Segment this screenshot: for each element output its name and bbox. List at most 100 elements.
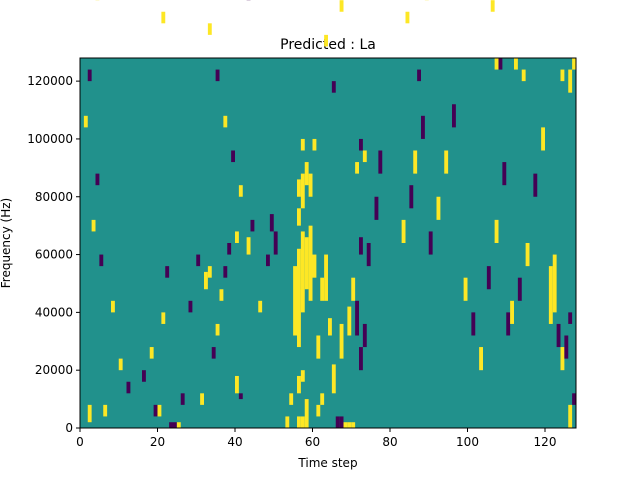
heatmap-cell-high: [204, 271, 208, 290]
heatmap-cell-low: [564, 335, 569, 359]
heatmap-cell-high: [297, 375, 301, 394]
heatmap-cell-low: [188, 300, 193, 313]
heatmap-cell-low: [87, 69, 92, 82]
heatmap-cell-low: [374, 196, 379, 220]
heatmap-cell-high: [568, 69, 573, 93]
heatmap-cell-high: [316, 404, 321, 417]
heatmap-cell-high: [285, 416, 290, 428]
x-tick-label: 40: [227, 435, 242, 449]
heatmap-cell-high: [304, 399, 309, 428]
heatmap-cell-high: [351, 422, 356, 428]
heatmap-cell-low: [231, 150, 235, 163]
heatmap-cell-low: [165, 266, 170, 278]
heatmap-cell-low: [471, 312, 476, 336]
y-tick-label: 40000: [35, 305, 73, 319]
heatmap-cell-high: [238, 185, 243, 197]
heatmap-cell-low: [269, 214, 274, 232]
heatmap-cell-high: [300, 416, 305, 428]
y-tick-label: 20000: [35, 363, 73, 377]
heatmap-cell-high: [304, 162, 309, 186]
heatmap-cell-high: [246, 237, 251, 255]
heatmap-cell-low: [273, 231, 278, 255]
heatmap-cell-high: [312, 138, 317, 151]
heatmap-cell-high: [490, 0, 495, 12]
heatmap-cell-high: [235, 375, 239, 394]
heatmap-cell-high: [521, 69, 526, 82]
heatmap-cell-high: [316, 335, 321, 359]
heatmap-cell-low: [417, 69, 421, 82]
heatmap-cell-low: [421, 115, 425, 139]
heatmap-cell-low: [359, 347, 363, 371]
heatmap-cell-high: [312, 254, 317, 278]
heatmap-cell-high: [494, 219, 499, 243]
x-tick-label: 80: [382, 435, 397, 449]
heatmap-cell-high: [300, 370, 305, 382]
heatmap-cell-high: [339, 323, 344, 359]
heatmap-cell-high: [494, 58, 499, 70]
heatmap-cell-high: [157, 404, 162, 417]
x-tick-label: 120: [534, 435, 557, 449]
heatmap-background: [80, 58, 576, 428]
heatmap-cell-low: [223, 266, 228, 278]
heatmap-cell-low: [572, 393, 576, 405]
heatmap-cell-low: [250, 219, 255, 232]
heatmap-cell-high: [320, 393, 325, 405]
heatmap-cell-low: [238, 393, 243, 400]
heatmap-cell-high: [514, 58, 518, 70]
heatmap-cell-high: [258, 300, 263, 313]
heatmap-cell-high: [87, 404, 92, 423]
x-tick-label: 60: [305, 435, 320, 449]
y-axis-label: Frequency (Hz): [0, 198, 13, 289]
heatmap-cell-high: [541, 127, 545, 151]
heatmap-cell-high: [328, 318, 332, 336]
heatmap-cell-low: [335, 416, 340, 428]
heatmap-cell-high: [362, 150, 367, 163]
heatmap-cell-high: [111, 300, 115, 313]
heatmap-cell-high: [548, 266, 553, 324]
heatmap-cell-low: [359, 237, 363, 255]
heatmap-cell-high: [331, 364, 336, 394]
plot-frame: [79, 57, 577, 429]
heatmap-cell-high: [401, 219, 406, 243]
heatmap-cell-high: [215, 323, 220, 336]
heatmap-cell-high: [304, 237, 309, 290]
heatmap-cell-low: [180, 393, 185, 405]
heatmap-cell-high: [300, 173, 305, 209]
heatmap-cell-high: [300, 231, 305, 313]
heatmap-cell-high: [436, 196, 441, 220]
y-tick-label: 60000: [35, 248, 73, 262]
heatmap-cell-high: [568, 404, 573, 428]
plot-area: [80, 0, 576, 428]
heatmap-cell-low: [196, 254, 201, 267]
y-tick-label: 80000: [35, 190, 73, 204]
heatmap-cell-low: [211, 347, 216, 359]
heatmap-cell-high: [219, 289, 224, 301]
heatmap-cell-high: [308, 225, 313, 301]
heatmap-cell-high: [525, 243, 530, 267]
heatmap-cell-high: [343, 422, 348, 428]
heatmap-cell-high: [207, 266, 212, 278]
heatmap-cell-low: [409, 185, 414, 209]
heatmap-cell-low: [95, 173, 100, 186]
heatmap-cell-low: [568, 312, 573, 324]
heatmap-cell-high: [324, 254, 328, 301]
heatmap-cell-low: [153, 404, 158, 417]
heatmap-cell-high: [479, 347, 483, 371]
heatmap-cell-low: [99, 254, 104, 267]
x-axis: 0 20 40 60 80 100 120: [76, 428, 556, 449]
x-tick-label: 0: [76, 435, 84, 449]
heatmap-cell-high: [103, 404, 108, 417]
heatmap-cell-high: [300, 138, 305, 151]
heatmap-cell-high: [297, 416, 301, 428]
heatmap-cell-high: [289, 393, 294, 405]
heatmap-cell-high: [176, 422, 181, 428]
heatmap-cell-low: [227, 243, 232, 255]
heatmap-cell-high: [207, 23, 212, 35]
y-axis: 0 20000 40000 60000 80000 100000 120000: [27, 74, 80, 435]
heatmap-cell-low: [517, 277, 522, 301]
heatmap-cell-low: [362, 323, 367, 348]
heatmap-cell-low: [366, 243, 371, 267]
heatmap-cell-high: [320, 277, 325, 301]
heatmap-cell-low: [331, 81, 336, 93]
